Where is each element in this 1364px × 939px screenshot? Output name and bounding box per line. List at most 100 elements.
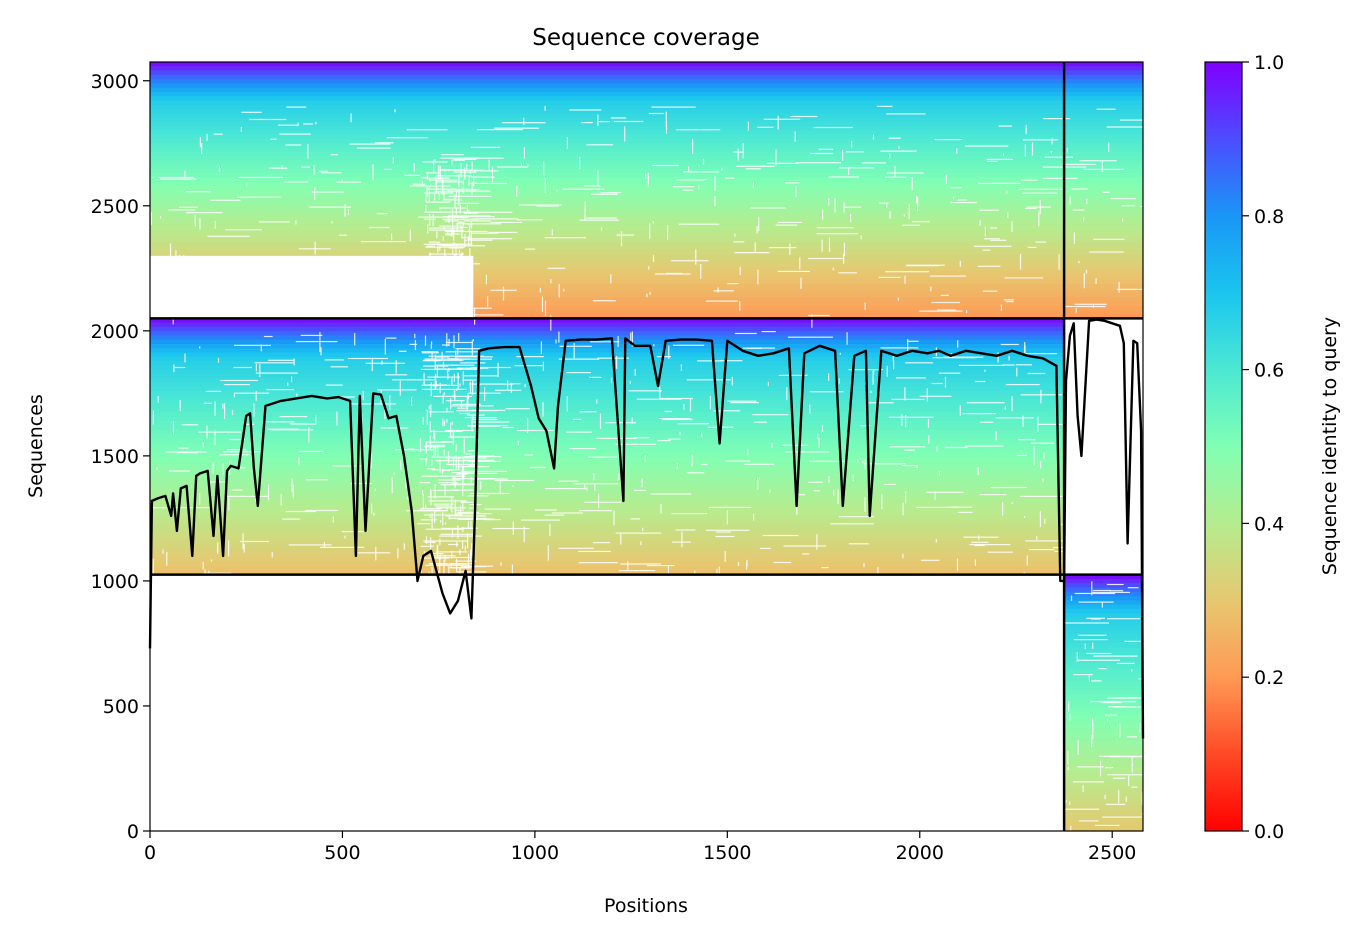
gap-speckle [165,451,207,453]
gap-speckle [1060,523,1089,525]
gap-speckle [421,176,429,178]
gap-speckle [569,109,602,111]
gap-speckle [179,254,181,260]
gap-speckle [446,507,448,511]
gap-speckle [377,389,417,391]
gap-speckle [794,131,796,142]
colorbar-tick-label: 0.0 [1254,821,1284,843]
gap-speckle [781,444,809,446]
gap-speckle [459,505,462,516]
heatmap-band [150,151,1143,157]
gap-speckle [435,551,468,553]
gap-speckle [863,563,865,568]
gap-speckle [527,418,529,434]
gap-speckle [159,216,162,219]
gap-speckle [581,122,593,124]
chart-title: Sequence coverage [532,25,760,51]
gap-speckle [267,359,295,361]
gap-speckle [536,205,559,207]
gap-speckle [886,202,888,209]
gap-speckle [462,186,464,194]
gap-speckle [462,375,499,377]
heatmap-band [150,403,1065,409]
gap-speckle [448,572,450,575]
gap-speckle [497,362,499,378]
gap-speckle [660,503,662,514]
gap-speckle [285,144,302,146]
gap-speckle [971,541,989,543]
gap-speckle [179,206,198,208]
gap-speckle [927,418,930,428]
gap-speckle [466,204,468,212]
gap-speckle [393,472,395,475]
gap-speckle [423,359,464,361]
gap-speckle [425,172,440,174]
gap-speckle [152,558,154,575]
heatmap-band [1064,826,1143,832]
gap-speckle [214,430,216,446]
heatmap-band [150,399,1065,405]
gap-speckle [907,338,909,355]
gap-speckle [1101,601,1103,608]
gap-speckle [461,470,507,472]
gap-speckle [381,360,383,365]
gap-speckle [308,427,310,443]
gap-speckle [332,465,362,467]
gap-speckle [1106,126,1145,128]
gap-speckle [438,482,458,484]
gap-speckle [1120,119,1154,121]
gap-speckle [544,237,586,239]
gap-speckle [828,176,860,178]
heatmap-band [1064,578,1143,584]
gap-speckle [440,484,475,486]
gap-speckle [450,422,452,438]
gap-speckle [630,518,641,520]
heatmap-band [150,117,1143,123]
gap-speckle [336,411,338,426]
gap-speckle [986,158,1014,160]
gap-speckle [471,182,473,195]
gap-speckle [208,310,210,320]
gap-speckle [457,518,489,520]
heatmap-band [1064,655,1143,661]
gap-speckle [978,182,1021,184]
gap-speckle [354,333,356,346]
gap-speckle [450,405,494,407]
heatmap-band [150,262,1143,268]
gap-speckle [808,460,849,462]
gap-speckle [458,249,461,253]
gap-speckle [456,245,486,247]
gap-speckle [1093,238,1125,240]
gap-speckle [435,263,481,265]
gap-speckle [214,401,216,416]
gap-speckle [470,221,473,229]
gap-speckle [1042,478,1044,483]
gap-speckle [1082,785,1084,792]
gap-speckle [558,331,560,343]
gap-speckle [717,287,719,293]
gap-speckle [892,353,894,362]
gap-speckle [816,534,818,550]
gap-speckle [314,186,316,200]
gap-speckle [850,214,852,222]
gap-speckle [437,447,439,459]
gap-speckle [425,504,427,509]
gap-speckle [311,191,345,193]
gap-speckle [880,150,917,152]
gap-speckle [236,196,281,198]
gap-speckle [1116,662,1135,664]
gap-speckle [839,167,875,169]
gap-speckle [544,514,565,516]
gap-speckle [757,269,759,285]
gap-speckle [1088,675,1090,682]
gap-speckle [468,209,470,212]
heatmap-band [150,70,1143,76]
gap-speckle [400,459,402,470]
gap-speckle [586,144,614,146]
gap-speckle [956,558,959,571]
gap-speckle [457,511,480,513]
gap-speckle [459,383,461,387]
gap-speckle [206,133,208,141]
gap-speckle [516,356,544,358]
gap-speckle [660,397,693,400]
